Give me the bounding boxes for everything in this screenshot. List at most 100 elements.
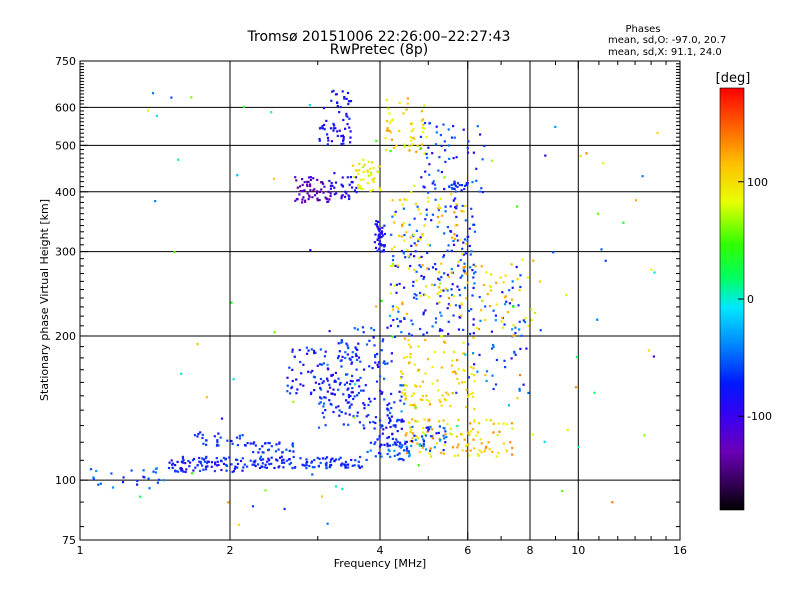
- data-point: [518, 320, 521, 323]
- data-point: [386, 362, 389, 365]
- data-point: [162, 479, 165, 482]
- data-point: [398, 419, 401, 422]
- chart-subtitle: RwPretec (8p): [330, 42, 428, 58]
- data-point: [465, 183, 468, 186]
- data-point: [534, 311, 537, 314]
- data-point: [311, 196, 314, 199]
- data-point: [378, 445, 382, 448]
- data-point: [509, 441, 512, 444]
- data-point: [306, 180, 309, 183]
- data-point: [464, 406, 468, 409]
- data-point: [438, 156, 441, 159]
- data-point: [258, 466, 262, 470]
- data-point: [434, 143, 438, 146]
- data-point: [329, 460, 332, 463]
- data-point: [376, 438, 379, 441]
- data-point: [268, 442, 271, 445]
- data-point: [466, 431, 469, 434]
- x-tick-labels: 1 2 4 6 8 10 16: [77, 544, 688, 557]
- data-point: [232, 470, 235, 473]
- data-point: [293, 466, 296, 469]
- data-point: [370, 327, 373, 330]
- data-point: [341, 134, 344, 137]
- data-point: [358, 421, 361, 424]
- data-point: [453, 183, 456, 186]
- data-point: [337, 405, 340, 408]
- data-point: [319, 348, 322, 351]
- data-point: [199, 469, 202, 472]
- data-point: [421, 118, 425, 121]
- data-point: [268, 459, 271, 462]
- data-point: [429, 426, 432, 429]
- data-point: [147, 109, 150, 112]
- data-point: [480, 299, 483, 302]
- data-point: [342, 118, 345, 122]
- data-point: [412, 296, 416, 299]
- data-point: [233, 467, 236, 470]
- data-point: [369, 171, 373, 174]
- data-point: [401, 301, 404, 304]
- data-point: [378, 189, 382, 192]
- data-point: [525, 347, 528, 350]
- data-point: [351, 391, 354, 394]
- data-point: [407, 267, 410, 270]
- data-point: [424, 170, 427, 173]
- data-point: [413, 268, 416, 272]
- data-point: [305, 464, 308, 467]
- data-point: [518, 289, 521, 292]
- data-point: [430, 435, 433, 438]
- data-point: [453, 211, 456, 214]
- data-point: [442, 434, 445, 437]
- colorbar-tick-label: 0: [747, 293, 754, 306]
- data-point: [301, 189, 304, 193]
- data-point: [299, 185, 302, 188]
- data-point: [453, 454, 456, 457]
- data-point: [374, 223, 377, 226]
- data-point: [446, 226, 449, 229]
- data-point: [238, 437, 241, 440]
- data-point: [301, 178, 304, 181]
- data-point: [472, 151, 475, 154]
- data-point: [453, 180, 456, 183]
- data-point: [369, 190, 372, 193]
- data-point: [508, 302, 511, 305]
- data-point: [511, 280, 514, 283]
- data-point: [473, 363, 476, 366]
- data-point: [470, 430, 473, 433]
- data-point: [385, 426, 388, 429]
- data-point: [404, 384, 407, 387]
- data-point: [291, 442, 294, 445]
- data-point: [424, 372, 427, 375]
- data-point: [316, 197, 319, 200]
- data-point: [309, 185, 312, 188]
- data-point: [477, 327, 481, 331]
- data-point: [438, 290, 441, 294]
- data-point: [388, 444, 392, 447]
- data-point: [514, 353, 517, 356]
- data-point: [418, 256, 421, 259]
- data-point: [426, 358, 430, 361]
- data-point: [422, 127, 426, 130]
- data-point: [431, 325, 434, 328]
- data-point: [382, 248, 385, 252]
- data-point: [349, 100, 353, 103]
- data-point: [469, 332, 472, 335]
- data-point: [475, 179, 478, 182]
- data-point: [415, 297, 418, 300]
- data-point: [498, 430, 501, 433]
- data-point: [453, 237, 456, 240]
- data-point: [464, 184, 467, 187]
- data-point: [456, 285, 459, 288]
- data-point: [346, 123, 349, 126]
- data-point: [383, 224, 386, 227]
- data-point: [405, 447, 409, 450]
- data-point: [303, 181, 306, 184]
- data-point: [157, 478, 161, 481]
- data-point: [378, 228, 381, 231]
- data-point: [308, 195, 311, 198]
- data-point: [242, 105, 245, 108]
- x-tick-label: 16: [673, 544, 687, 557]
- data-point: [438, 206, 442, 209]
- data-point: [369, 441, 373, 444]
- data-point: [192, 457, 196, 461]
